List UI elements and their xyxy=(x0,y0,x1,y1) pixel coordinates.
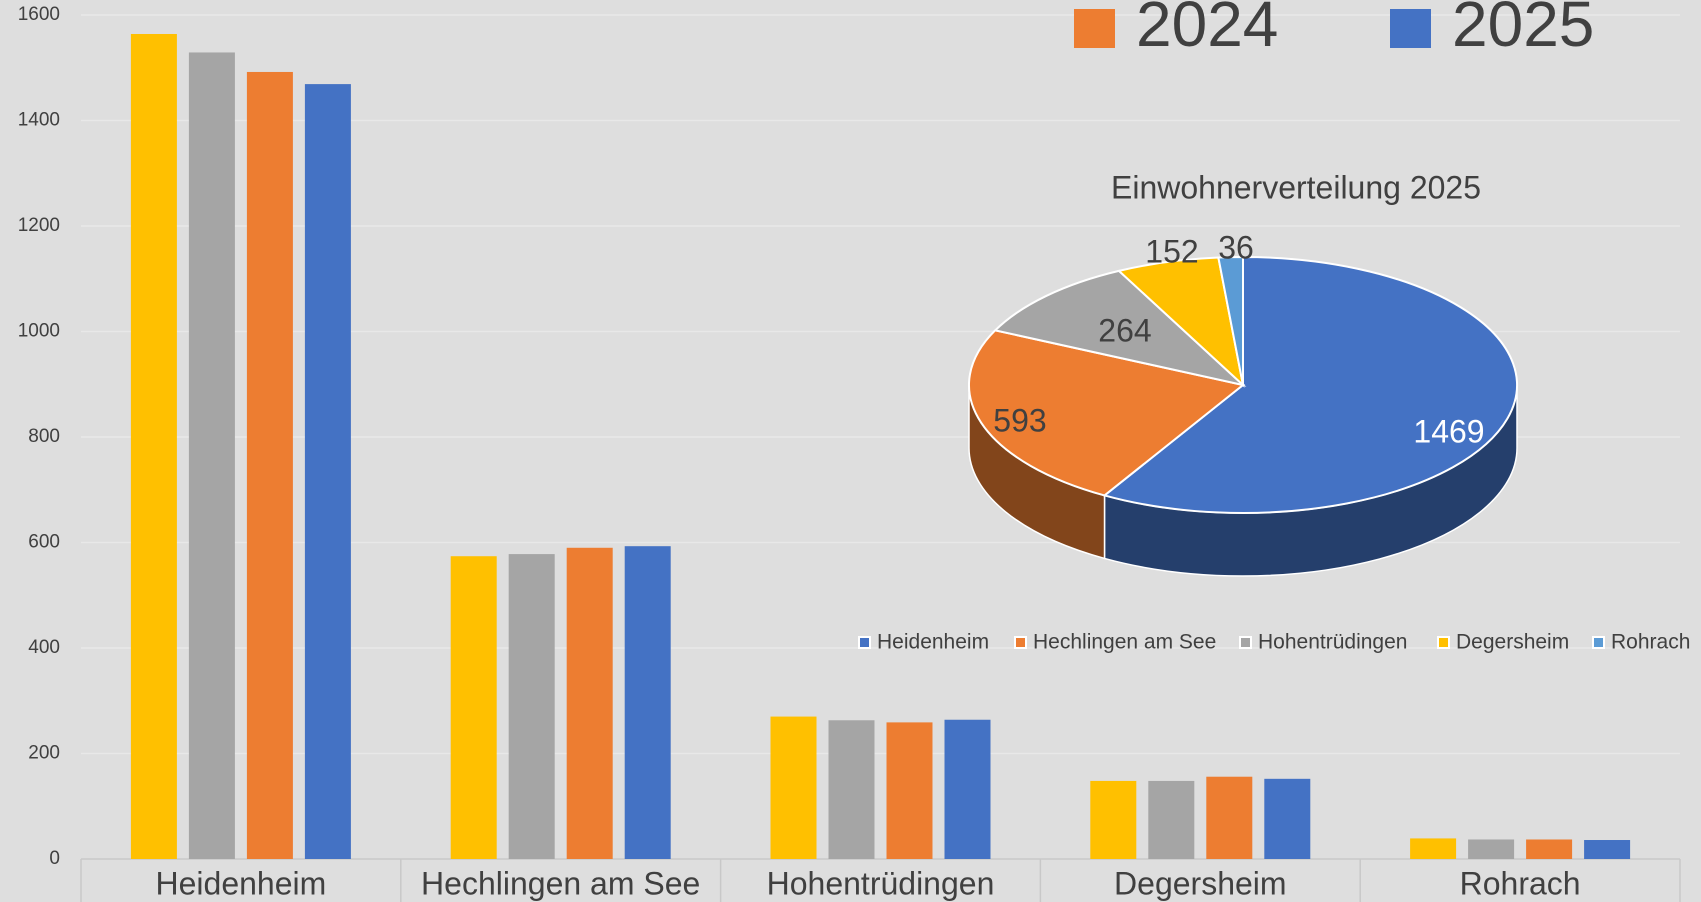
pie-slice xyxy=(993,269,1247,387)
pie-title: Einwohnerverteilung 2025 xyxy=(1111,169,1481,205)
pie-slice xyxy=(968,329,1246,497)
bar xyxy=(944,719,991,859)
bar xyxy=(566,547,613,859)
data-label: 264 xyxy=(1098,312,1151,348)
legend-swatch xyxy=(1014,636,1027,649)
y-tick-label: 1400 xyxy=(18,110,60,131)
bar xyxy=(828,720,875,859)
bar xyxy=(246,71,293,860)
bar xyxy=(886,722,933,859)
y-tick-label: 0 xyxy=(49,848,60,869)
legend-label: Hohentrüdingen xyxy=(1258,631,1407,654)
legend-label: 2025 xyxy=(1452,0,1594,60)
legend-swatch xyxy=(1437,636,1450,649)
bar xyxy=(508,554,555,859)
bar xyxy=(1264,778,1311,859)
x-tick-label: Rohrach xyxy=(1460,865,1581,901)
bar xyxy=(1526,839,1573,859)
x-tick-label: Hechlingen am See xyxy=(421,865,700,901)
bar xyxy=(450,556,497,859)
data-label: 152 xyxy=(1145,233,1198,269)
bar xyxy=(188,52,235,859)
data-label: 593 xyxy=(993,402,1046,438)
legend-label: Heidenheim xyxy=(877,631,989,654)
x-tick-label: Hohentrüdingen xyxy=(767,865,995,901)
legend-label: Rohrach xyxy=(1611,631,1690,654)
pie-slice xyxy=(1102,255,1518,514)
x-tick-label: Heidenheim xyxy=(156,865,327,901)
bar xyxy=(130,33,177,860)
y-tick-label: 600 xyxy=(28,532,60,553)
legend-swatch xyxy=(1592,636,1605,649)
legend-swatch xyxy=(1390,9,1431,48)
bar xyxy=(1090,780,1137,859)
bar xyxy=(1206,776,1253,859)
data-label: 36 xyxy=(1218,229,1254,265)
bar xyxy=(1584,840,1631,859)
bar xyxy=(770,716,817,859)
legend-swatch xyxy=(1239,636,1252,649)
y-tick-label: 1000 xyxy=(18,321,60,342)
pie-slice xyxy=(1217,255,1244,386)
bar xyxy=(304,84,351,860)
y-tick-label: 1600 xyxy=(18,4,60,25)
legend-label: 2024 xyxy=(1136,0,1278,60)
bar xyxy=(1410,838,1457,859)
x-tick-label: Degersheim xyxy=(1114,865,1287,901)
bar xyxy=(1148,780,1195,859)
legend-label: Degersheim xyxy=(1456,631,1569,654)
legend-label: Hechlingen am See xyxy=(1033,631,1216,654)
y-tick-label: 1200 xyxy=(18,215,60,236)
data-label: 1469 xyxy=(1413,413,1484,449)
legend-swatch xyxy=(858,636,871,649)
y-tick-label: 200 xyxy=(28,743,60,764)
bar xyxy=(1468,839,1515,859)
y-tick-label: 400 xyxy=(28,637,60,658)
legend-swatch xyxy=(1074,9,1115,48)
y-tick-label: 800 xyxy=(28,426,60,447)
bar xyxy=(624,546,671,859)
